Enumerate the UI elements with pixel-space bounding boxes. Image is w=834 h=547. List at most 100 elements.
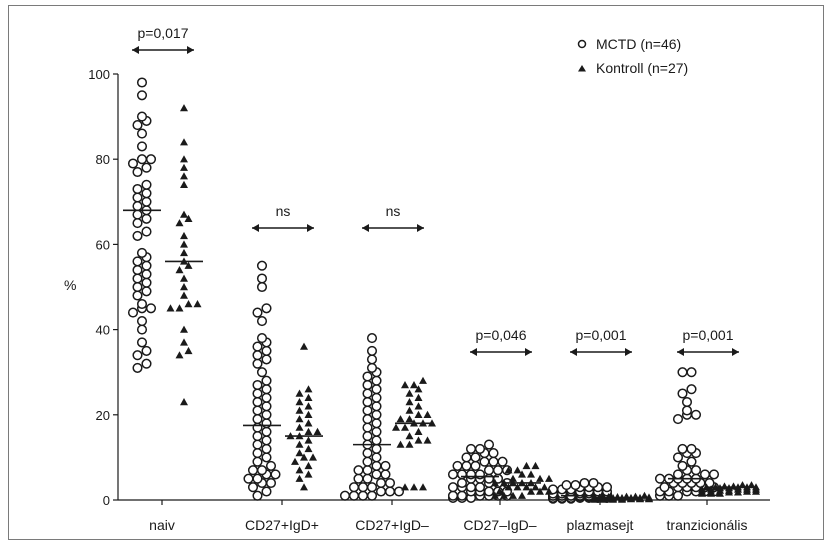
mctd-data-point	[141, 179, 152, 190]
mctd-data-point	[247, 465, 259, 476]
kontroll-data-point	[405, 398, 414, 406]
mctd-data-point	[362, 431, 373, 442]
mctd-data-point	[366, 354, 378, 365]
mctd-data-point	[483, 473, 495, 484]
mctd-data-point	[145, 154, 157, 165]
arrowhead-right	[732, 348, 739, 356]
mctd-data-point	[261, 426, 272, 437]
significance-annotations: p=0,017 ns ns p=0,046 p=0,001 p=0,001	[132, 25, 739, 356]
mctd-data-point	[357, 490, 369, 501]
arrowhead-right	[187, 46, 194, 54]
kontroll-data-point	[640, 491, 649, 499]
mctd-data-point	[362, 465, 373, 476]
mctd-data-point	[252, 396, 263, 408]
mctd-data-point	[362, 379, 373, 391]
mctd-data-point	[252, 422, 263, 433]
kontroll-data-point	[180, 325, 188, 333]
kontroll-data-point	[184, 214, 193, 222]
mctd-data-point	[677, 367, 688, 378]
kontroll-data-point	[304, 393, 313, 401]
kontroll-data-point	[175, 304, 184, 312]
mctd-data-point	[474, 443, 486, 454]
mctd-data-point	[690, 409, 702, 420]
mctd-data-point	[447, 482, 459, 493]
mctd-data-point	[492, 465, 504, 476]
mctd-data-point	[252, 439, 263, 450]
kontroll-data-point	[405, 389, 414, 397]
mctd-data-point	[136, 337, 148, 348]
mctd-data-point	[677, 460, 688, 471]
significance-label: ns	[386, 203, 401, 219]
mctd-data-point	[488, 456, 499, 467]
mctd-data-point	[353, 473, 364, 484]
mctd-data-point	[136, 316, 148, 327]
kontroll-data-point	[522, 483, 531, 491]
mctd-data-point	[588, 477, 599, 489]
kontroll-data-point	[410, 483, 418, 491]
mctd-data-point	[348, 490, 360, 501]
mctd-data-point	[470, 460, 481, 471]
mctd-data-point	[261, 443, 272, 454]
mctd-data-point	[141, 345, 152, 356]
kontroll-data-point	[180, 291, 188, 299]
kontroll-data-point	[509, 491, 517, 499]
kontroll-data-point	[540, 483, 549, 491]
mctd-data-point	[375, 477, 387, 489]
kontroll-data-point	[300, 483, 308, 491]
mctd-data-point	[256, 367, 268, 378]
mctd-data-point	[483, 486, 495, 497]
mctd-data-point	[265, 477, 277, 489]
mctd-data-point	[141, 260, 152, 271]
mctd-data-point	[252, 431, 263, 442]
mctd-data-point	[371, 418, 382, 429]
mctd-data-point	[261, 409, 272, 420]
kontroll-data-point	[698, 485, 706, 493]
mctd-data-point	[252, 456, 263, 467]
kontroll-data-point	[702, 483, 711, 491]
mctd-data-point	[672, 490, 684, 501]
mctd-data-point	[362, 396, 373, 408]
kontroll-data-point	[166, 304, 175, 312]
mctd-data-point	[261, 435, 272, 446]
kontroll-data-point	[180, 104, 188, 112]
mctd-data-point	[672, 414, 684, 425]
kontroll-data-point	[304, 427, 313, 435]
mctd-data-point	[483, 465, 495, 476]
kontroll-data-point	[309, 453, 317, 461]
kontroll-data-point	[180, 248, 188, 257]
kontroll-data-point	[313, 427, 322, 435]
mctd-data-point	[470, 452, 481, 463]
mctd-data-point	[261, 375, 272, 386]
kontroll-data-point	[595, 493, 604, 501]
mctd-data-point	[681, 396, 693, 408]
mctd-data-point	[380, 460, 391, 471]
kontroll-data-point	[522, 461, 531, 470]
mctd-data-point	[261, 401, 272, 412]
kontroll-data-point	[392, 423, 400, 431]
mctd-data-point	[132, 218, 143, 229]
median-lines	[123, 209, 748, 499]
mctd-data-point	[371, 452, 382, 463]
mctd-data-point	[681, 405, 693, 416]
mctd-data-point	[474, 469, 486, 480]
legend: MCTD (n=46) Kontroll (n=27)	[577, 36, 688, 76]
mctd-data-point	[362, 414, 373, 425]
mctd-data-point	[141, 162, 152, 173]
mctd-data-point	[672, 469, 684, 480]
x-ticks: naiv CD27+IgD+ CD27+IgD– CD27–IgD– plazmasej…	[149, 500, 747, 533]
mctd-data-point	[474, 482, 486, 493]
mctd-data-point	[686, 384, 697, 395]
mctd-data-point	[353, 465, 364, 476]
kontroll-data-point	[536, 487, 544, 495]
kontroll-data-point	[707, 485, 715, 493]
mctd-data-point	[261, 303, 272, 314]
mctd-data-point	[362, 371, 373, 382]
kontroll-data-point	[747, 481, 756, 489]
kontroll-data-point	[304, 436, 313, 444]
mctd-data-point	[366, 345, 378, 356]
mctd-data-point	[132, 166, 143, 178]
kontroll-data-point	[304, 410, 313, 418]
mctd-data-point	[132, 273, 143, 284]
kontroll-data-point	[513, 466, 522, 474]
x-tick-label: tranzicionális	[667, 517, 748, 533]
